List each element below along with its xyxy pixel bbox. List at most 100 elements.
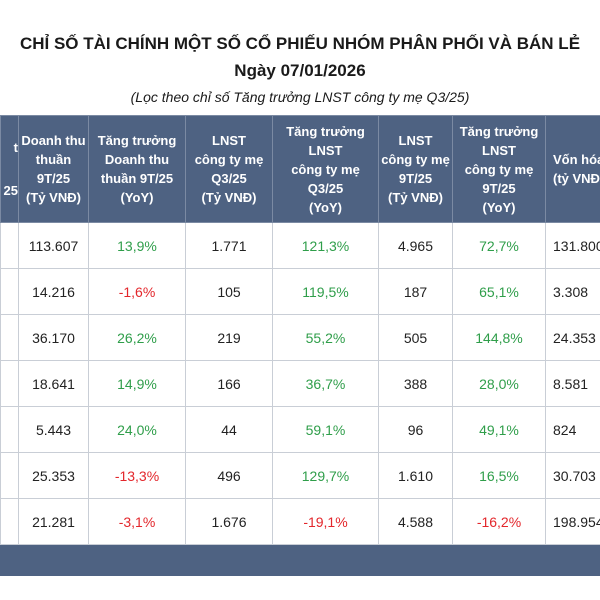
footer-cell [378,544,453,576]
cell: 44 [185,406,273,453]
data-row: 36.170 26,2% 219 55,2% 505 144,8% 24.353 [0,314,600,361]
footer-row [0,544,600,576]
cell: 1.610 [378,452,453,499]
header-line: Q3/25 [307,180,344,196]
header-line: công ty mẹ [464,161,534,177]
cell: 131.800 [545,222,600,269]
header-line: Doanh thu [21,133,86,148]
cell: 36,7% [272,360,379,407]
cell: 16,5% [452,452,546,499]
cell: -13,3% [88,452,186,499]
data-row: 21.281 -3,1% 1.676 -19,1% 4.588 -16,2% 198.954 [0,498,600,545]
cell: -19,1% [272,498,379,545]
header-line: (tỷ VNĐ) [553,171,600,186]
header-line: (YoY) [120,190,154,205]
header-line: LNST [308,142,343,158]
cell: 198.954 [545,498,600,545]
header-line: 9T/25 [482,180,516,196]
cell: 14,9% [88,360,186,407]
cell: 105 [185,268,273,315]
cell: -3,1% [88,498,186,545]
cell [0,498,19,545]
cell [0,222,19,269]
cell: 96 [378,406,453,453]
cell [0,314,19,361]
cell: 30.703 [545,452,600,499]
cell: 14.216 [18,268,89,315]
footer-cell [88,544,186,576]
cell [0,268,19,315]
header-line: (YoY) [482,199,516,215]
cell: 121,3% [272,222,379,269]
header-line: 25 [3,183,18,198]
cell [0,360,19,407]
cell: 1.771 [185,222,273,269]
data-row: 25.353 -13,3% 496 129,7% 1.610 16,5% 30.703 [0,452,600,499]
cell: 5.443 [18,406,89,453]
header-cell: LNST công ty mẹ Q3/25 (Tỷ VNĐ) [185,115,273,223]
cell: 824 [545,406,600,453]
cell: 4.588 [378,498,453,545]
header-line: 9T/25 [36,171,71,186]
header-cell: Doanh thu thuần 9T/25 (Tỷ VNĐ) [18,115,89,223]
cell: 388 [378,360,453,407]
header-line: Doanh thu [104,152,170,167]
cell: 187 [378,268,453,315]
cell: 72,7% [452,222,546,269]
header-line: (Tỷ VNĐ) [26,190,81,205]
footer-cell [545,544,600,576]
cell: 26,2% [88,314,186,361]
header-cell: Vốn hóa (tỷ VNĐ) [545,115,600,223]
header-line: LNST [212,133,246,148]
cell: 4.965 [378,222,453,269]
cell: 129,7% [272,452,379,499]
data-row: 5.443 24,0% 44 59,1% 96 49,1% 824 [0,406,600,453]
cell: -1,6% [88,268,186,315]
header-row: t 25 Doanh thu thuần 9T/25 (Tỷ VNĐ) Tăng trưởn… [0,115,600,223]
header-line: Q3/25 [211,171,247,186]
cell: 144,8% [452,314,546,361]
header-line: LNST [482,142,516,158]
cell: 36.170 [18,314,89,361]
cell: 1.676 [185,498,273,545]
header-cell: Tăng trưởng Doanh thu thuần 9T/25 (YoY) [88,115,186,223]
cell [0,452,19,499]
footer-cell [0,544,19,576]
header-line: công ty mẹ [291,161,360,177]
date: Ngày 07/01/2026 [234,61,366,80]
cell: 13,9% [88,222,186,269]
cell: 25.353 [18,452,89,499]
data-row: 14.216 -1,6% 105 119,5% 187 65,1% 3.308 [0,268,600,315]
title: CHỈ SỐ TÀI CHÍNH MỘT SỐ CỔ PHIẾU NHÓM PH… [19,34,581,53]
data-row: 18.641 14,9% 166 36,7% 388 28,0% 8.581 [0,360,600,407]
cell: 166 [185,360,273,407]
cell: 55,2% [272,314,379,361]
header-line: công ty mẹ [194,152,264,167]
data-row: 113.607 13,9% 1.771 121,3% 4.965 72,7% 131.800 [0,222,600,269]
header-cell: Tăng trưởng LNST công ty mẹ 9T/25 (YoY) [452,115,546,223]
cell: 219 [185,314,273,361]
footer-cell [452,544,546,576]
cell: 65,1% [452,268,546,315]
header-line: công ty mẹ [381,152,450,167]
cell: 505 [378,314,453,361]
footer-cell [185,544,273,576]
cell: 28,0% [452,360,546,407]
header-line: Tăng trưởng [459,123,539,139]
header-line: 9T/25 [398,171,433,186]
header-cell: Tăng trưởng LNST công ty mẹ Q3/25 (YoY) [272,115,379,223]
header-cell: LNST công ty mẹ 9T/25 (Tỷ VNĐ) [378,115,453,223]
header-line: (YoY) [309,199,342,215]
cell: 3.308 [545,268,600,315]
header-line: Tăng trưởng [286,123,365,139]
subtitle: (Lọc theo chỉ số Tăng trưởng LNST công t… [130,89,470,105]
cell: -16,2% [452,498,546,545]
header-cell: t 25 [0,115,19,223]
cell: 18.641 [18,360,89,407]
cell: 21.281 [18,498,89,545]
cell: 49,1% [452,406,546,453]
header-line: t [13,140,18,155]
header-line: (Tỷ VNĐ) [388,190,443,205]
cell: 119,5% [272,268,379,315]
